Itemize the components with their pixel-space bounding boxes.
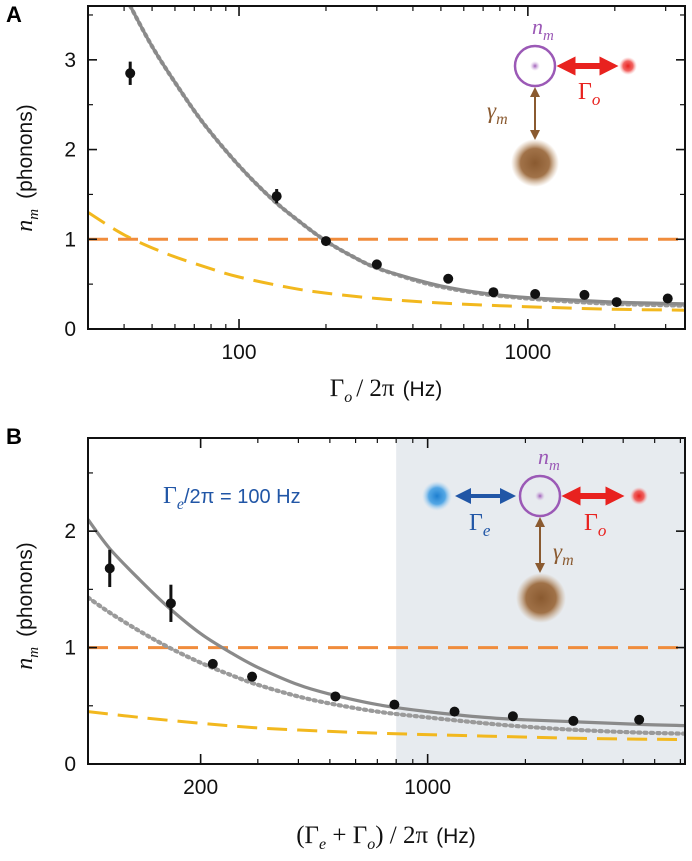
y-tick-label: 1 [64, 228, 76, 251]
x-tick-label: 1000 [404, 776, 451, 799]
panel-label-a: A [6, 2, 22, 27]
series-fit-dotted [128, 6, 685, 308]
x-tick-label: 1000 [504, 341, 551, 364]
svg-text:nm(phonons): nm (phonons) [12, 542, 42, 669]
data-point [247, 671, 258, 682]
inset-a-gamma-m: γm [487, 98, 508, 128]
inset-a-nm: nm [532, 14, 554, 44]
panel-a-frame [87, 5, 686, 330]
data-point [389, 699, 400, 710]
data-point [104, 563, 115, 574]
panel-a-curves [88, 6, 685, 312]
svg-text:nm(phonons): nm (phonons) [12, 104, 42, 231]
y-tick-label: 3 [64, 49, 76, 72]
inset-a-gamma-o: Γo [578, 79, 600, 109]
panel-a-ylabel: nm (phonons) [12, 104, 42, 231]
phonon-bath-blob [516, 573, 566, 623]
ylabel-symbol: n [12, 658, 38, 670]
data-point [662, 293, 673, 304]
panel-b-curves [88, 518, 685, 741]
y-tick-label: 0 [64, 753, 76, 776]
data-point [611, 297, 622, 308]
ylabel-sub: m [26, 209, 42, 220]
data-point [271, 191, 282, 202]
data-point [488, 287, 499, 298]
series-fit-solid [128, 6, 685, 306]
inset-b-gamma-m: γm [553, 539, 574, 569]
data-point [568, 715, 579, 726]
data-point [371, 259, 382, 270]
electrical-bath-blob [422, 481, 452, 511]
data-point [530, 289, 541, 300]
data-point [320, 236, 331, 247]
xlabel-sub: o [344, 389, 352, 406]
y-tick-label: 1 [64, 637, 76, 660]
ylabel-unit: (phonons) [14, 104, 37, 199]
y-tick-label: 0 [64, 318, 76, 341]
data-point [207, 658, 218, 669]
series-optical-limit [88, 710, 685, 741]
ylabel-unit: (phonons) [14, 542, 37, 637]
data-point [330, 691, 341, 702]
panel-a-points [125, 61, 673, 308]
y-tick-label: 2 [64, 139, 76, 162]
panel-b-points [104, 549, 645, 726]
inset-b-gamma-e: Γe [469, 510, 491, 540]
x-tick-label: 200 [183, 776, 218, 799]
laser-bath-blob [630, 487, 648, 505]
data-point [507, 711, 518, 722]
xlabel-unit: (Hz) [403, 378, 443, 401]
xlabel-symbol: Γ [330, 375, 344, 402]
mechanical-mode-dot [530, 61, 540, 71]
data-point [634, 714, 645, 725]
ylabel-symbol: n [12, 220, 38, 232]
mechanical-mode-ring [513, 44, 557, 88]
panel-a-inset: nm Γo γm [487, 14, 637, 187]
panel-b-xlabel: (Γe + Γo) / 2π (Hz) [296, 822, 476, 853]
mechanical-mode-ring [518, 474, 562, 518]
series-optical-limit [88, 211, 685, 312]
x-tick-label: 100 [222, 341, 257, 364]
panel-b-frame [87, 437, 686, 765]
panel-b: B 0 1 2 200 1000 nm (phonons) (Γe + Γo) / 2π(… [6, 424, 686, 853]
y-tick-label: 2 [64, 520, 76, 543]
xlabel-rest: / 2π [356, 375, 395, 402]
data-point [125, 68, 136, 79]
ylabel-sub: m [26, 647, 42, 658]
inset-b-gamma-o: Γo [584, 510, 606, 540]
mechanical-mode-dot [535, 491, 545, 501]
phonon-bath-blob [511, 139, 559, 187]
panel-b-annotation: Γe/2π = 100 Hz [163, 483, 301, 513]
data-point [165, 598, 176, 609]
data-point [443, 273, 454, 284]
panel-a-xlabel: Γo/ 2π (Hz) [330, 375, 442, 406]
series-fit-solid [88, 518, 685, 728]
panel-b-inset: Γe nm Γo γm [422, 444, 648, 623]
panel-b-ylabel: nm (phonons) [12, 542, 42, 669]
data-point [449, 706, 460, 717]
inset-b-nm: nm [538, 444, 560, 474]
panel-a-ticks: 0 1 2 3 100 1000 [64, 6, 685, 364]
laser-bath-blob [619, 57, 637, 75]
panel-label-b: B [6, 424, 22, 449]
data-point [579, 289, 590, 300]
panel-b-ticks: 0 1 2 200 1000 [64, 438, 685, 799]
series-fit-dotted [88, 595, 685, 736]
